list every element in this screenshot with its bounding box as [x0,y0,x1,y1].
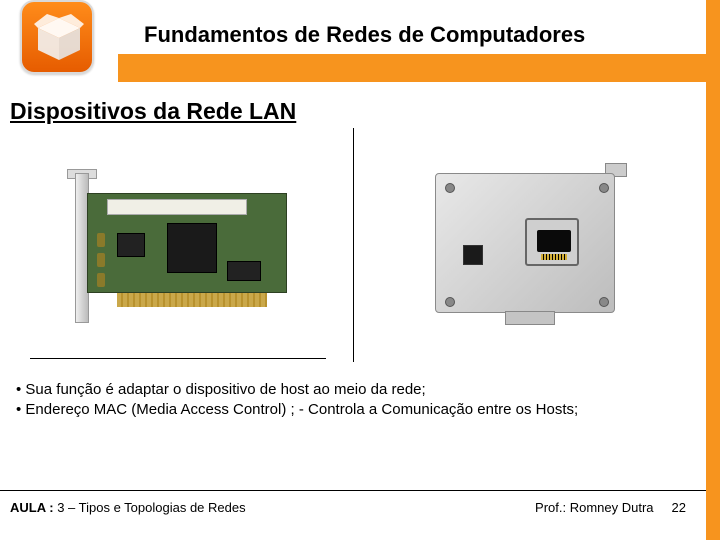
image-left-col [0,138,353,358]
bullet-list: • Sua função é adaptar o dispositivo de … [16,380,676,421]
image-right-col [353,138,706,358]
bullet-1: • Sua função é adaptar o dispositivo de … [16,380,676,400]
footer-separator [0,490,706,491]
header-accent-bar [118,54,706,82]
footer-professor: Prof.: Romney Dutra [535,500,654,515]
footer-left-label: AULA : [10,500,54,515]
footer-left: AULA : 3 – Tipos e Topologias de Redes [10,500,246,515]
page-number: 22 [672,500,686,515]
left-caption-underline [30,358,326,359]
slide-title: Fundamentos de Redes de Computadores [144,22,585,48]
slide-footer: AULA : 3 – Tipos e Topologias de Redes P… [0,500,706,515]
footer-right: Prof.: Romney Dutra 22 [535,500,686,515]
logo-box [20,0,94,74]
nic-backplate-illustration [415,163,645,333]
slide-subtitle: Dispositivos da Rede LAN [10,98,296,125]
open-box-icon [32,12,86,66]
images-row [0,138,706,358]
right-accent-bar [706,0,720,540]
footer-left-text: 3 – Tipos e Topologias de Redes [57,500,245,515]
pci-nic-card-illustration [47,173,307,323]
bullet-2: • Endereço MAC (Media Access Control) ; … [16,400,676,420]
